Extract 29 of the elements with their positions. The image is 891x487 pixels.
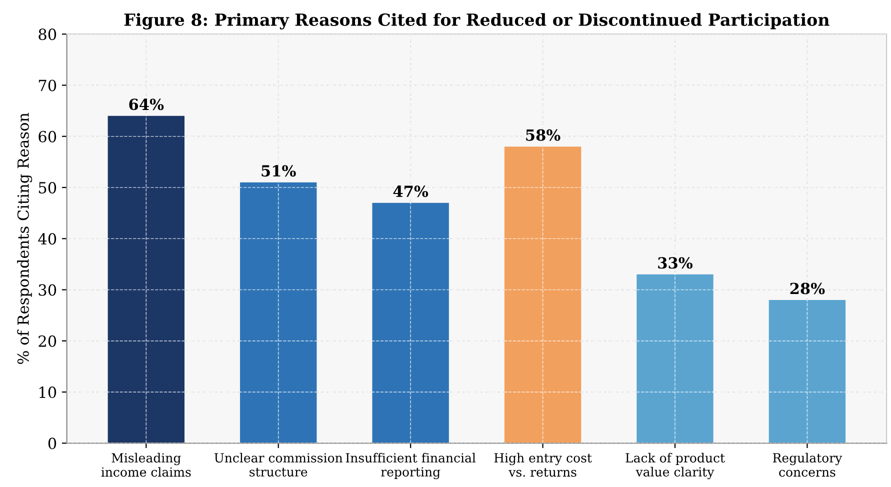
chart-title: Figure 8: Primary Reasons Cited for Reduced or Discontinued Participation xyxy=(124,13,830,30)
x-tick-label: Regulatory concerns xyxy=(772,452,842,477)
y-tick-label: 60 xyxy=(38,130,56,142)
y-axis-title: % of Respondents Citing Reason xyxy=(17,112,32,364)
bar xyxy=(636,274,714,444)
x-tick-label: Unclear commission structure xyxy=(214,452,343,477)
y-tick-label: 50 xyxy=(38,182,56,194)
data-label: 64% xyxy=(129,98,164,110)
y-tick-label: 30 xyxy=(38,284,56,296)
data-label: 47% xyxy=(393,186,428,198)
y-tick-label: 40 xyxy=(38,233,56,245)
y-tick-label: 70 xyxy=(38,80,56,92)
y-tick-label: 80 xyxy=(38,28,56,40)
bar xyxy=(372,202,449,444)
y-tick-label: 0 xyxy=(48,438,56,450)
data-label: 51% xyxy=(262,165,296,177)
data-label: 28% xyxy=(790,282,825,294)
y-tick-label: 20 xyxy=(38,335,56,347)
bar xyxy=(768,300,846,444)
x-tick-label: High entry cost vs. returns xyxy=(494,452,592,477)
x-tick-label: Insufficient financial reporting xyxy=(346,452,476,480)
x-tick-label: Lack of product value clarity xyxy=(626,452,725,480)
y-tick-label: 10 xyxy=(40,386,56,398)
bar xyxy=(240,182,317,444)
data-label: 33% xyxy=(658,257,693,269)
bar xyxy=(108,116,184,444)
data-label: 58% xyxy=(526,129,560,141)
x-tick-label: Misleading income claims xyxy=(101,452,191,477)
bar xyxy=(504,146,582,444)
